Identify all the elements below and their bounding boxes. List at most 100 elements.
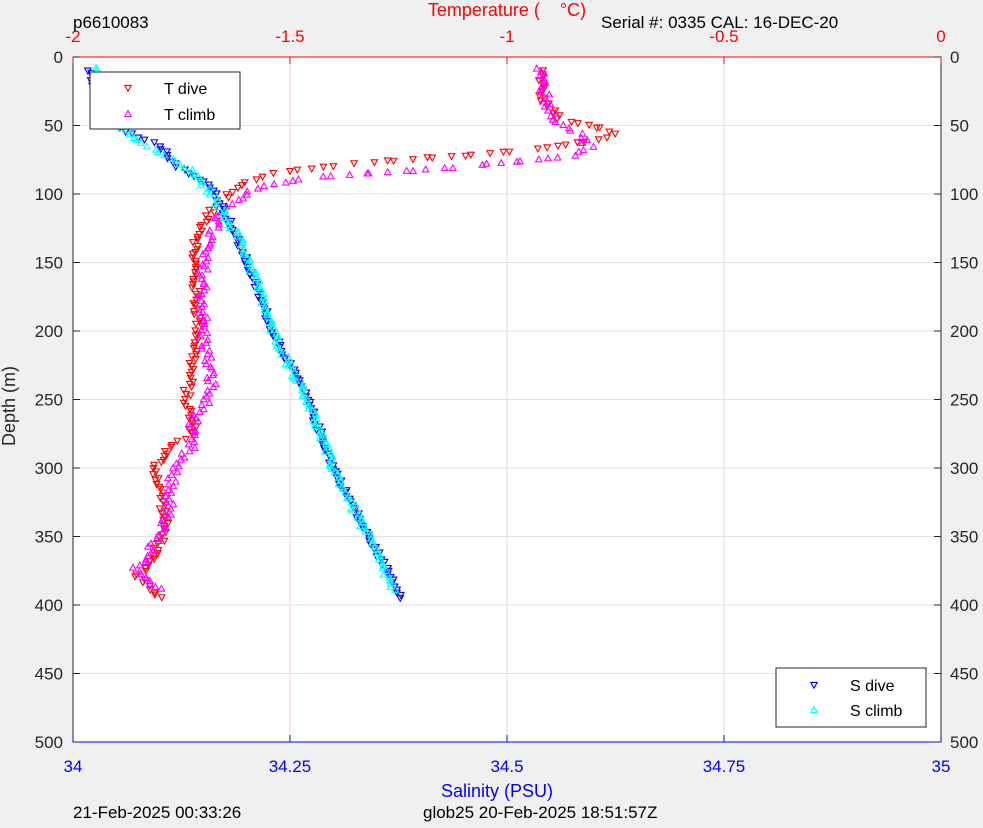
- t-climb-point: [408, 166, 418, 175]
- s-dive-point: [354, 510, 363, 518]
- t-climb-point: [141, 557, 150, 565]
- t-dive-point: [191, 264, 201, 272]
- t-climb-point: [169, 481, 178, 490]
- s-dive-point: [140, 136, 149, 145]
- t-climb-point: [164, 485, 173, 494]
- t-dive-point: [181, 395, 190, 404]
- t-dive-point: [159, 456, 168, 465]
- s-dive-point: [364, 531, 373, 540]
- depth-tick-label-left: 500: [35, 733, 63, 752]
- s-climb-point: [321, 439, 331, 448]
- t-climb-point: [206, 239, 215, 247]
- s-climb-point: [324, 443, 334, 451]
- t-climb-point: [515, 156, 525, 165]
- t-dive-point: [499, 148, 508, 157]
- t-climb-point: [128, 563, 138, 571]
- t-climb-point: [205, 389, 214, 397]
- t-climb-point: [135, 560, 144, 569]
- t-climb-point: [197, 289, 206, 297]
- t-climb-point: [145, 576, 154, 584]
- legend-s-climb-marker: [809, 705, 819, 714]
- t-dive-point: [160, 452, 169, 461]
- t-climb-point: [203, 328, 212, 336]
- s-climb-point: [175, 159, 184, 168]
- s-dive-point: [163, 155, 172, 163]
- s-climb-point: [277, 350, 286, 358]
- temperature-tick-label: -1.5: [275, 27, 304, 46]
- t-climb-point: [197, 400, 206, 409]
- t-dive-point: [466, 151, 475, 160]
- depth-tick-label-left: 150: [35, 254, 63, 273]
- s-climb-point: [214, 203, 223, 211]
- t-climb-point: [190, 443, 199, 452]
- s-climb-point: [153, 147, 162, 156]
- t-dive-point: [408, 156, 418, 164]
- t-dive-point: [150, 589, 159, 597]
- mission-timestamp: glob25 20-Feb-2025 18:51:57Z: [423, 803, 657, 822]
- s-climb-point: [330, 467, 340, 475]
- t-climb-point: [163, 512, 173, 520]
- s-climb-point: [196, 180, 206, 189]
- t-dive-point: [193, 330, 202, 339]
- t-climb-point: [578, 138, 587, 146]
- s-climb-point: [311, 421, 320, 429]
- t-dive-point: [561, 141, 570, 150]
- s-climb-point: [142, 142, 152, 150]
- t-dive-point: [285, 167, 295, 176]
- t-climb-point: [199, 261, 209, 270]
- s-climb-point: [347, 497, 356, 506]
- s-climb-point: [92, 63, 101, 71]
- t-dive-point: [224, 194, 233, 202]
- t-climb-point: [163, 473, 173, 482]
- t-climb-point: [541, 94, 551, 102]
- t-climb-point: [198, 249, 208, 258]
- s-dive-point: [150, 139, 159, 147]
- t-climb-point: [158, 528, 167, 536]
- t-climb-point: [497, 158, 506, 167]
- t-climb-point: [546, 111, 555, 120]
- t-climb-point: [201, 247, 210, 255]
- t-climb-point: [543, 153, 553, 162]
- t-dive-point: [611, 130, 620, 139]
- t-climb-point: [197, 296, 206, 304]
- depth-tick-label-left: 300: [35, 459, 63, 478]
- t-climb-point: [167, 488, 176, 496]
- s-climb-point: [315, 433, 325, 442]
- t-dive-point: [156, 485, 165, 494]
- s-climb-point: [298, 383, 307, 391]
- t-dive-point: [141, 567, 150, 576]
- t-climb-point: [478, 160, 487, 168]
- s-climb-point: [252, 274, 261, 282]
- t-climb-point: [174, 461, 183, 470]
- t-climb-point: [200, 285, 209, 294]
- t-climb-point: [208, 370, 218, 379]
- t-climb-point: [159, 506, 168, 515]
- t-dive-point: [154, 475, 163, 483]
- t-dive-point: [201, 212, 211, 220]
- t-climb-point: [543, 106, 553, 114]
- s-climb-point: [381, 566, 391, 574]
- t-climb-point: [383, 167, 392, 176]
- s-climb-point: [245, 255, 255, 264]
- salinity-legend-box: [775, 667, 927, 728]
- depth-tick-label-left: 50: [44, 117, 63, 136]
- plot-timestamp: 21-Feb-2025 00:33:26: [73, 803, 241, 822]
- s-climb-point: [361, 527, 370, 535]
- t-dive-point: [160, 537, 169, 546]
- t-climb-point: [169, 499, 178, 508]
- s-climb-point: [327, 464, 336, 472]
- t-climb-point: [196, 331, 205, 340]
- t-climb-point: [202, 392, 211, 400]
- t-climb-point: [214, 223, 223, 231]
- s-dive-point: [396, 595, 405, 603]
- s-climb-point: [253, 283, 262, 291]
- depth-tick-label-right: 100: [950, 185, 978, 204]
- legend-s-dive-label: S dive: [850, 678, 895, 695]
- t-climb-point: [589, 142, 598, 150]
- t-climb-point: [203, 349, 212, 358]
- depth-axis-label: Depth (m): [0, 366, 19, 446]
- legend-s-climb-label: S climb: [850, 703, 903, 720]
- t-dive-point: [186, 374, 195, 383]
